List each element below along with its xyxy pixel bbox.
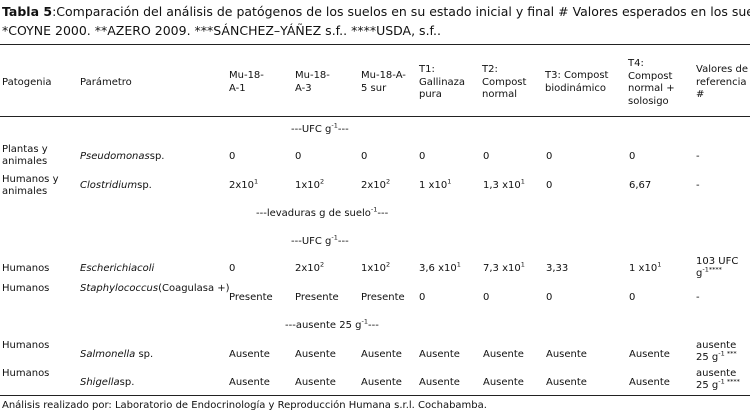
row-salmonella-mu3: Ausente [295, 349, 336, 360]
header-t4: T4: Compost normal + solosigo [628, 58, 675, 107]
row-clostridium-mu3: 1x102 [295, 177, 325, 191]
row-salmonella-patogenia: Humanos [2, 340, 50, 351]
row-pseudomonas-patogenia: Plantas y animales [2, 144, 48, 167]
header-mu-18-a-1: Mu-18-A-1 [229, 70, 264, 94]
row-staph-t3: 0 [546, 292, 553, 303]
caption-text: :Comparación del análisis de patógenos d… [52, 4, 750, 19]
row-ecoli-ref: 103 UFC g-1**** [696, 256, 739, 279]
row-pseudomonas-mu5: 0 [361, 151, 368, 162]
section-levaduras: ---levaduras g de suelo-1--- [256, 205, 389, 219]
table-label: Tabla 5 [2, 4, 53, 19]
row-pseudomonas-t2: 0 [483, 151, 490, 162]
row-ecoli-mu5: 1x102 [361, 260, 391, 274]
row-pseudomonas-t4: 0 [629, 151, 636, 162]
row-salmonella-t1: Ausente [419, 349, 460, 360]
header-t3: T3: Compost biodinámico [545, 70, 609, 94]
row-shigella-t2: Ausente [483, 377, 524, 388]
row-pseudomonas-t1: 0 [419, 151, 426, 162]
row-pseudomonas-t3: 0 [546, 151, 553, 162]
row-shigella-mu5: Ausente [361, 377, 402, 388]
section-ufc: ---UFC g-1--- [291, 121, 349, 135]
row-salmonella-ref: ausente 25 g-1 *** [696, 340, 737, 363]
row-ecoli-mu1: 0 [229, 263, 236, 274]
header-t2: T2: Compost normal [482, 64, 527, 100]
row-clostridium-mu1: 2x101 [229, 177, 259, 191]
row-staph-patogenia: Humanos [2, 283, 50, 294]
row-staph-param: Staphylococcus(Coagulasa +) [80, 283, 230, 294]
row-shigella-t1: Ausente [419, 377, 460, 388]
table-caption: Tabla 5:Comparación del análisis de pató… [2, 2, 750, 42]
row-clostridium-param: Clostridiumsp. [80, 180, 152, 191]
header-valores-referencia: Valores de referencia # [696, 64, 749, 100]
row-clostridium-mu5: 2x102 [361, 177, 391, 191]
row-staph-ref: - [696, 292, 700, 303]
section-ausente: ---ausente 25 g-1--- [285, 317, 379, 331]
row-clostridium-t4: 6,67 [629, 180, 652, 191]
row-staph-t2: 0 [483, 292, 490, 303]
header-parametro: Parámetro [80, 77, 132, 88]
row-staph-mu3: Presente [295, 292, 339, 303]
row-clostridium-ref: - [696, 180, 700, 191]
row-salmonella-param: Salmonella sp. [80, 349, 154, 360]
row-ecoli-t4: 1 x101 [629, 260, 662, 274]
table-footnote: Análisis realizado por: Laboratorio de E… [2, 400, 487, 411]
row-shigella-mu3: Ausente [295, 377, 336, 388]
row-pseudomonas-param: Pseudomonassp. [80, 151, 165, 162]
header-rule [0, 116, 750, 117]
row-salmonella-t4: Ausente [629, 349, 670, 360]
row-clostridium-t2: 1,3 x101 [483, 177, 525, 191]
row-pseudomonas-ref: - [696, 151, 700, 162]
row-salmonella-t2: Ausente [483, 349, 524, 360]
caption-references: *COYNE 2000. **AZERO 2009. ***SÁNCHEZ–YÁ… [2, 23, 441, 38]
row-shigella-param: Shigellasp. [80, 377, 135, 388]
row-ecoli-t1: 3,6 x101 [419, 260, 461, 274]
row-pseudomonas-mu1: 0 [229, 151, 236, 162]
row-staph-t1: 0 [419, 292, 426, 303]
row-ecoli-t3: 3,33 [546, 263, 569, 274]
row-staph-mu1: Presente [229, 292, 273, 303]
header-mu-18-a-5-sur: Mu-18-A-5 sur [361, 70, 406, 94]
row-clostridium-patogenia: Humanos y animales [2, 174, 59, 197]
row-salmonella-mu1: Ausente [229, 349, 270, 360]
header-t1: T1: Gallinaza pura [419, 64, 466, 100]
section-ufc-2: ---UFC g-1--- [291, 233, 349, 247]
bottom-rule [0, 395, 750, 396]
row-salmonella-mu5: Ausente [361, 349, 402, 360]
row-shigella-patogenia: Humanos [2, 368, 50, 379]
header-mu-18-a-3: Mu-18-A-3 [295, 70, 330, 94]
row-clostridium-t3: 0 [546, 180, 553, 191]
header-patogenia: Patogenia [2, 77, 52, 88]
row-ecoli-t2: 7,3 x101 [483, 260, 525, 274]
row-shigella-t3: Ausente [546, 377, 587, 388]
row-ecoli-param: Escherichiacoli [80, 263, 155, 274]
row-salmonella-t3: Ausente [546, 349, 587, 360]
row-shigella-mu1: Ausente [229, 377, 270, 388]
row-shigella-t4: Ausente [629, 377, 670, 388]
row-ecoli-mu3: 2x102 [295, 260, 325, 274]
row-ecoli-patogenia: Humanos [2, 263, 50, 274]
top-rule [0, 44, 750, 45]
row-clostridium-t1: 1 x101 [419, 177, 452, 191]
row-pseudomonas-mu3: 0 [295, 151, 302, 162]
row-staph-mu5: Presente [361, 292, 405, 303]
row-shigella-ref: ausente 25 g-1 **** [696, 368, 740, 391]
row-staph-t4: 0 [629, 292, 636, 303]
